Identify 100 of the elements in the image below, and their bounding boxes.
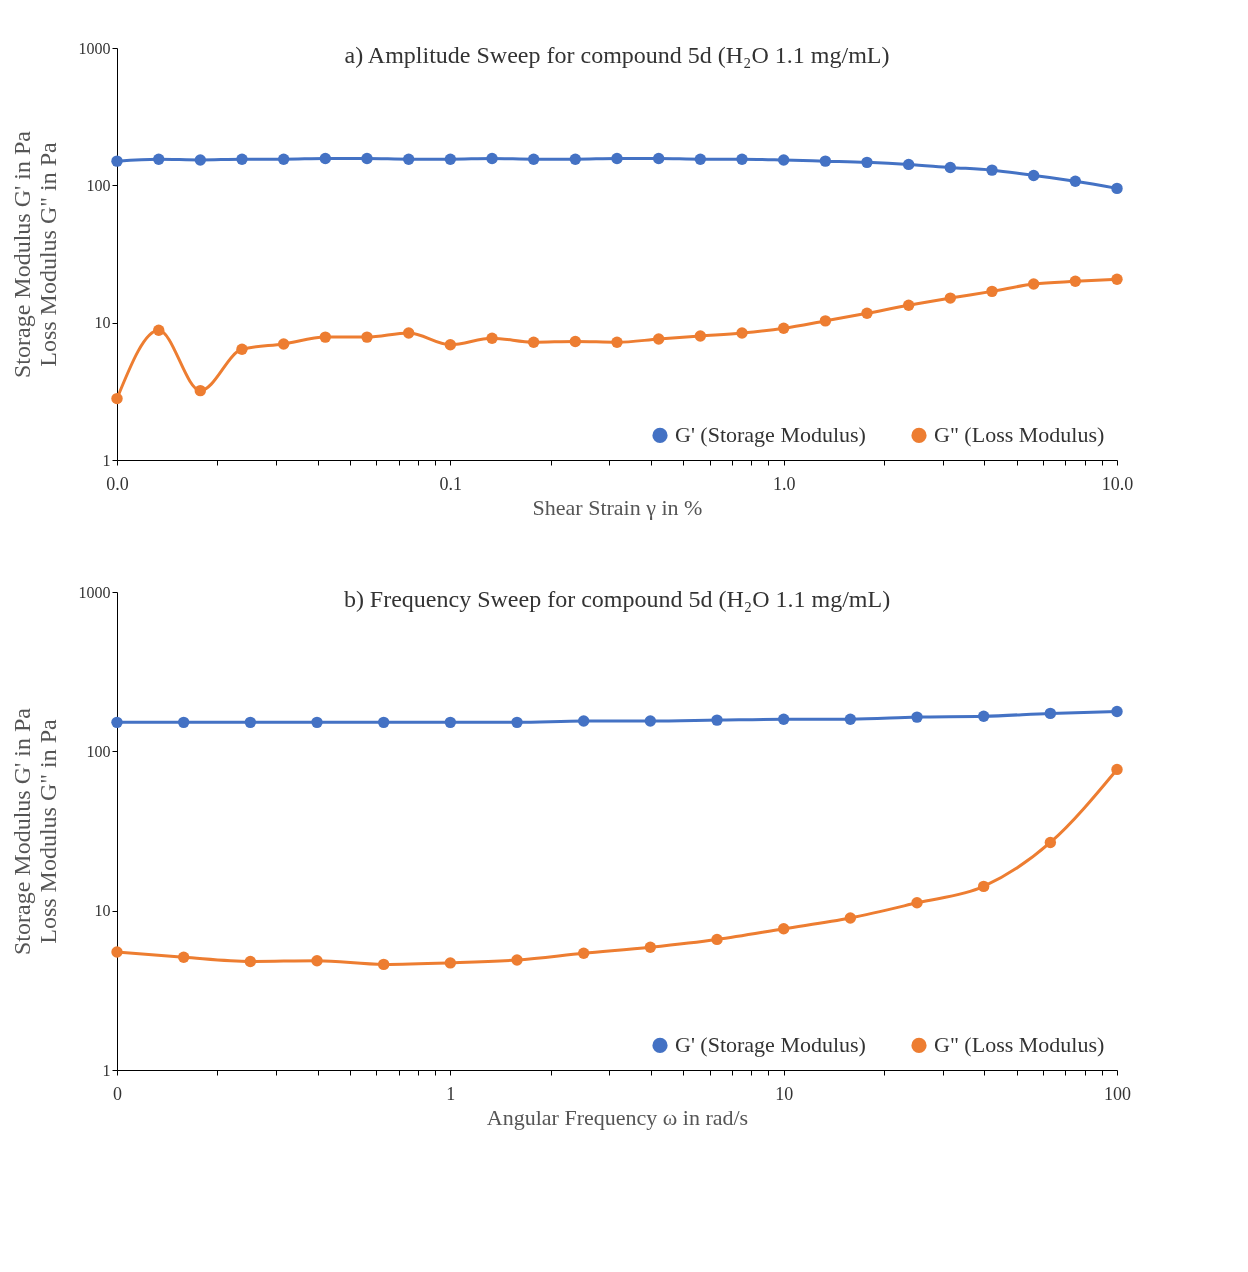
x-axis-title: Shear Strain γ in % — [532, 494, 703, 520]
point — [1111, 182, 1123, 195]
point — [819, 155, 832, 167]
point — [652, 333, 665, 345]
point — [153, 324, 165, 336]
point — [486, 332, 498, 344]
y-tick-label: 100 — [86, 742, 111, 760]
x-tick-label: 0 — [113, 1083, 122, 1104]
point — [402, 153, 415, 165]
point — [977, 710, 990, 722]
point — [511, 716, 523, 729]
x-tick-label: 1 — [446, 1083, 456, 1104]
point — [911, 711, 923, 723]
y-axis-title: Storage Modulus G' in Pa Loss Modulus G" in Pa — [8, 130, 61, 378]
x-tick-label: 0.1 — [439, 473, 463, 494]
point — [652, 152, 665, 165]
point — [986, 285, 998, 298]
point — [711, 933, 723, 946]
point — [177, 951, 190, 963]
point — [777, 154, 790, 166]
point — [1027, 169, 1040, 182]
point — [644, 715, 657, 727]
point — [569, 153, 582, 165]
point — [111, 946, 123, 958]
point — [377, 716, 390, 729]
point — [194, 154, 207, 166]
point — [277, 338, 290, 350]
y-tick-label: 10 — [94, 902, 111, 920]
point — [1111, 273, 1123, 285]
point — [1044, 836, 1057, 849]
point — [1111, 763, 1123, 776]
point — [736, 153, 748, 165]
legend-label: G" (Loss Modulus) — [934, 1032, 1105, 1058]
chart-title: b) Frequency Sweep for compound 5d (H₂O 1.1 mg/mL) — [343, 586, 891, 612]
point — [1027, 278, 1040, 290]
point — [236, 343, 248, 355]
x-tick-label: 0.0 — [106, 473, 129, 494]
point — [444, 716, 457, 729]
point — [819, 315, 832, 327]
point — [377, 958, 390, 971]
point — [236, 153, 248, 165]
point — [777, 713, 790, 725]
legend-label: G' (Storage Modulus) — [675, 422, 866, 448]
point — [736, 327, 748, 339]
point — [444, 339, 457, 351]
x-axis-title: Angular Frequency ω in rad/s — [486, 1104, 749, 1130]
point — [577, 715, 590, 727]
point — [644, 941, 657, 953]
point — [194, 384, 207, 397]
point — [111, 716, 123, 729]
point — [844, 912, 857, 924]
point — [277, 153, 290, 165]
point — [777, 923, 790, 935]
point — [569, 335, 582, 348]
point — [844, 713, 857, 725]
point — [444, 153, 457, 165]
point — [577, 947, 590, 959]
point — [311, 955, 323, 967]
point — [902, 299, 915, 311]
point — [1069, 275, 1082, 288]
point — [944, 161, 957, 174]
point — [444, 957, 457, 969]
point — [527, 153, 540, 165]
y-axis-title: Storage Modulus G' in Pa Loss Modulus G" in Pa — [8, 707, 61, 955]
point — [902, 158, 915, 171]
point — [111, 392, 123, 405]
point — [1111, 705, 1123, 718]
point — [1044, 707, 1057, 720]
point — [611, 336, 623, 348]
point — [986, 164, 998, 176]
y-tick-label: 1 — [102, 451, 111, 469]
x-tick-label: 1.0 — [772, 473, 796, 494]
point — [861, 156, 873, 169]
chart-title: a) Amplitude Sweep for compound 5d (H₂O 1.1 mg/mL) — [344, 42, 890, 68]
y-tick-label: 100 — [86, 176, 111, 194]
point — [944, 292, 957, 304]
point — [319, 152, 332, 165]
x-tick-label: 10 — [775, 1083, 794, 1104]
point — [1069, 175, 1082, 187]
y-tick-label: 1 — [102, 1061, 111, 1079]
point — [777, 322, 790, 334]
point — [311, 716, 323, 729]
point — [694, 330, 707, 342]
y-tick-label: 1000 — [78, 583, 111, 601]
y-tick-label: 1000 — [78, 39, 111, 57]
point — [611, 152, 623, 165]
point — [486, 152, 498, 165]
point — [711, 714, 723, 726]
point — [361, 152, 373, 165]
x-tick-label: 100 — [1104, 1083, 1131, 1104]
point — [111, 155, 123, 167]
point — [694, 153, 707, 165]
y-tick-label: 10 — [94, 314, 111, 332]
point — [361, 331, 373, 343]
point — [911, 897, 923, 909]
point — [861, 307, 873, 319]
point — [402, 327, 415, 339]
point — [319, 331, 332, 343]
point — [244, 716, 257, 729]
legend-label: G" (Loss Modulus) — [934, 422, 1105, 448]
